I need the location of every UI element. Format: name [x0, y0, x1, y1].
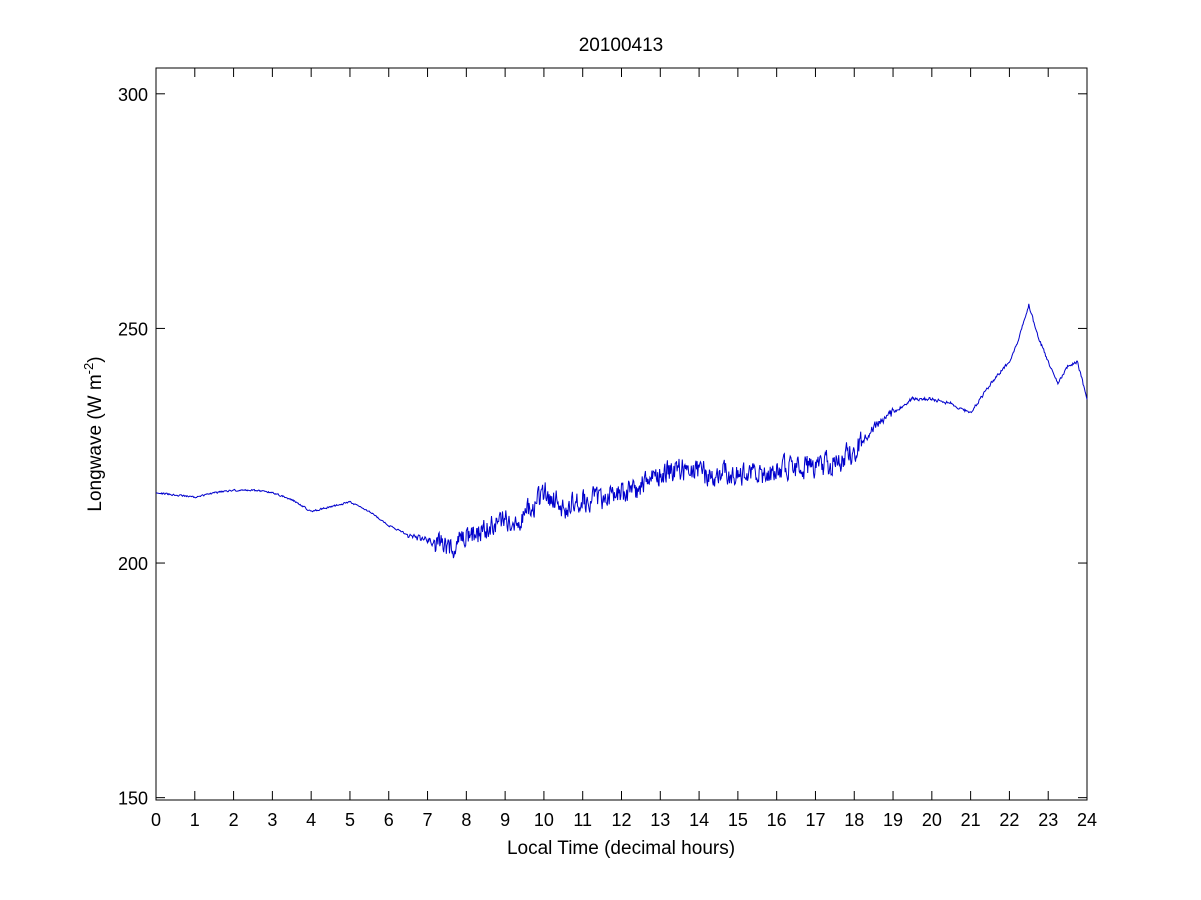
- axis-tick-labels: 0 1 2 3 4 5 6 7 8 9 10 11 12 13 14 15 16 17 18 19 20 21 22 23 24…: [118, 85, 1097, 830]
- plot-area: [155, 67, 1088, 801]
- x-tick-label: 12: [611, 810, 631, 830]
- x-axis-title: Local Time (decimal hours): [507, 838, 735, 859]
- x-tick-label: 21: [961, 810, 981, 830]
- x-tick-label: 17: [805, 810, 825, 830]
- y-axis-title-main: Longwave (W m: [85, 374, 106, 511]
- x-tick-label: 20: [922, 810, 942, 830]
- x-tick-label: 1: [190, 810, 200, 830]
- x-tick-label: 7: [423, 810, 433, 830]
- x-tick-label: 24: [1077, 810, 1097, 830]
- x-tick-label: 9: [500, 810, 510, 830]
- x-tick-label: 8: [461, 810, 471, 830]
- y-tick-label: 200: [118, 554, 148, 574]
- x-tick-label: 13: [650, 810, 670, 830]
- x-tick-label: 19: [883, 810, 903, 830]
- x-tick-label: 23: [1038, 810, 1058, 830]
- x-tick-label: 0: [151, 810, 161, 830]
- x-tick-label: 5: [345, 810, 355, 830]
- axis-ticks: [155, 68, 1088, 800]
- x-tick-label: 3: [267, 810, 277, 830]
- x-tick-label: 16: [767, 810, 787, 830]
- x-tick-label: 15: [728, 810, 748, 830]
- x-tick-label: 10: [534, 810, 554, 830]
- x-tick-label: 18: [844, 810, 864, 830]
- x-tick-label: 14: [689, 810, 709, 830]
- x-tick-label: 22: [999, 810, 1019, 830]
- y-tick-label: 250: [118, 319, 148, 339]
- longwave-series-line: [155, 303, 1088, 559]
- x-tick-label: 11: [573, 810, 592, 830]
- x-tick-label: 4: [306, 810, 316, 830]
- y-tick-label: 150: [118, 789, 148, 809]
- y-axis-title: Longwave (W m-2): [81, 356, 106, 511]
- chart-title: 20100413: [579, 35, 664, 56]
- x-tick-label: 6: [384, 810, 394, 830]
- x-tick-label: 2: [229, 810, 239, 830]
- y-axis-title-superscript: -2: [81, 363, 96, 375]
- y-tick-label: 300: [118, 85, 148, 105]
- y-axis-title-close: ): [85, 356, 106, 362]
